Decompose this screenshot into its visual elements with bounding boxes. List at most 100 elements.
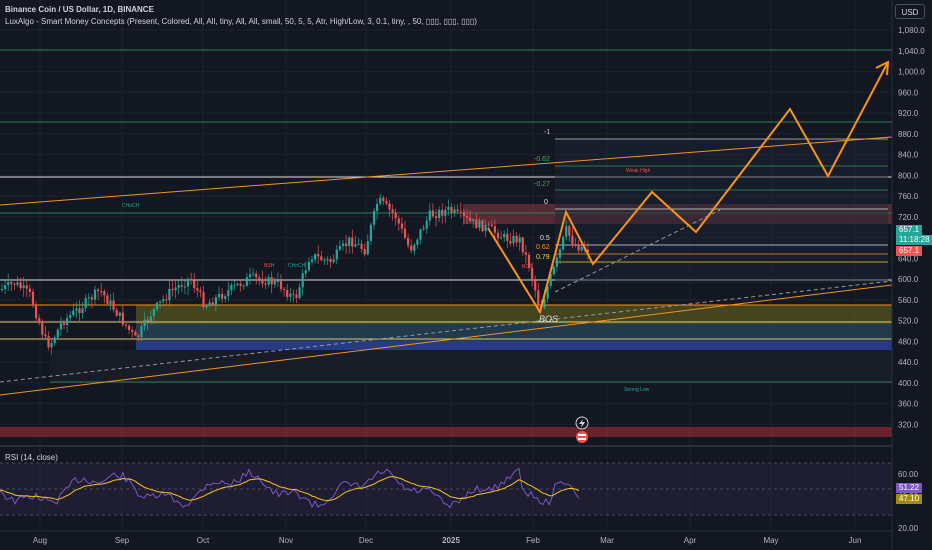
- strong-low-label: Strong Low: [624, 387, 650, 393]
- candle-body: [233, 284, 236, 286]
- candle-body: [394, 212, 397, 219]
- price-axis-label: 520.0: [898, 317, 919, 326]
- time-axis-label: Feb: [526, 536, 540, 545]
- candle-body: [434, 216, 438, 218]
- candle-body: [410, 245, 413, 251]
- candle-body: [475, 219, 478, 228]
- candle-body: [193, 280, 196, 289]
- candle-body: [7, 281, 10, 286]
- candle-body: [456, 209, 459, 212]
- candle-body: [521, 237, 524, 253]
- rsi-line: [0, 467, 580, 509]
- candle-body: [242, 285, 245, 287]
- candle-body: [255, 273, 258, 278]
- price-axis-label: 1,040.0: [898, 47, 925, 56]
- upper-trendline[interactable]: [0, 136, 893, 206]
- candle-body: [385, 201, 388, 204]
- candle-body: [186, 278, 190, 287]
- price-axis[interactable]: 1,080.0 1,040.0 1,000.0 960.0 920.0 880.0 840.…: [898, 26, 925, 429]
- candle-body: [66, 317, 69, 325]
- candle-body: [369, 224, 372, 242]
- rsi-title[interactable]: RSI (14, close): [5, 453, 58, 462]
- candle-body: [236, 283, 239, 285]
- candle-body: [496, 232, 500, 239]
- currency-button[interactable]: USD: [895, 4, 925, 19]
- lightning-icon[interactable]: [575, 416, 589, 430]
- candle-body: [549, 274, 552, 286]
- candle-body: [155, 302, 159, 310]
- candle-body: [16, 282, 19, 285]
- rsi-axis-label: 20.00: [898, 524, 919, 533]
- candle-body: [286, 289, 289, 297]
- candle-body: [425, 220, 428, 229]
- dashed-trendline-2[interactable]: [554, 209, 721, 293]
- candle-body: [93, 289, 97, 300]
- candle-body: [586, 249, 589, 253]
- candle-body: [227, 290, 230, 297]
- candle-body: [149, 316, 152, 322]
- fib-label-05: 0.5: [540, 235, 550, 242]
- dashed-trendline[interactable]: [0, 280, 893, 383]
- price-axis-label: 880.0: [898, 130, 919, 139]
- candle-body: [84, 298, 87, 309]
- candle-body: [295, 294, 298, 298]
- bsh-label: BSH: [264, 263, 275, 269]
- time-axis[interactable]: Aug Sep Oct Nov Dec 2025 Feb Mar Apr May Jun: [33, 536, 862, 545]
- candle-body: [146, 319, 149, 322]
- candle-body: [360, 243, 363, 250]
- flag-icon[interactable]: [576, 431, 588, 443]
- lower-trendline[interactable]: [0, 284, 893, 396]
- candle-body: [118, 312, 121, 316]
- candle-body: [478, 220, 481, 228]
- price-axis-label: 560.0: [898, 296, 919, 305]
- candle-body: [558, 249, 562, 258]
- weak-high-label: Weak High: [626, 168, 651, 174]
- candle-body: [366, 241, 369, 255]
- candle-body: [487, 224, 490, 226]
- candle-body: [524, 252, 527, 255]
- time-axis-label: Oct: [197, 536, 210, 545]
- fib-retracement[interactable]: [555, 138, 888, 283]
- candle-body: [177, 285, 180, 288]
- candle-body: [4, 285, 7, 289]
- price-axis-label: 320.0: [898, 420, 919, 429]
- price-axis-label: 720.0: [898, 213, 919, 222]
- candle-body: [509, 240, 512, 244]
- fib-label-neg1: -1: [544, 129, 550, 136]
- candle-body: [159, 301, 162, 303]
- candle-body: [124, 324, 128, 326]
- candle-body: [115, 309, 118, 316]
- projection-path[interactable]: [487, 61, 889, 315]
- price-axis-label: 640.0: [898, 254, 919, 263]
- candle-body: [211, 302, 214, 305]
- candle-body: [407, 237, 410, 246]
- candle-body: [422, 228, 425, 230]
- candle-body: [580, 247, 583, 251]
- candle-body: [512, 235, 515, 244]
- price-axis-label: 480.0: [898, 337, 919, 346]
- candle-body: [53, 337, 56, 343]
- candle-body: [527, 254, 531, 268]
- candle-body: [450, 206, 453, 213]
- candle-body: [230, 285, 233, 291]
- candle-body: [568, 226, 571, 236]
- time-axis-label: Sep: [115, 536, 130, 545]
- candle-body: [50, 342, 53, 348]
- candle-body: [518, 237, 521, 243]
- candle-body: [419, 229, 422, 240]
- candle-body: [332, 259, 335, 263]
- candle-body: [382, 197, 385, 202]
- candle-body: [205, 305, 208, 308]
- candle-body: [363, 249, 366, 255]
- candle-body: [453, 209, 456, 213]
- candle-body: [397, 218, 400, 224]
- price-axis-label: 400.0: [898, 379, 919, 388]
- candle-body: [72, 310, 75, 316]
- candle-body: [317, 254, 320, 257]
- candle-body: [22, 285, 25, 289]
- indicator-title[interactable]: LuxAlgo - Smart Money Concepts (Present,…: [5, 17, 477, 26]
- candle-body: [248, 274, 252, 278]
- time-axis-label: May: [763, 536, 778, 545]
- candle-body: [245, 277, 248, 286]
